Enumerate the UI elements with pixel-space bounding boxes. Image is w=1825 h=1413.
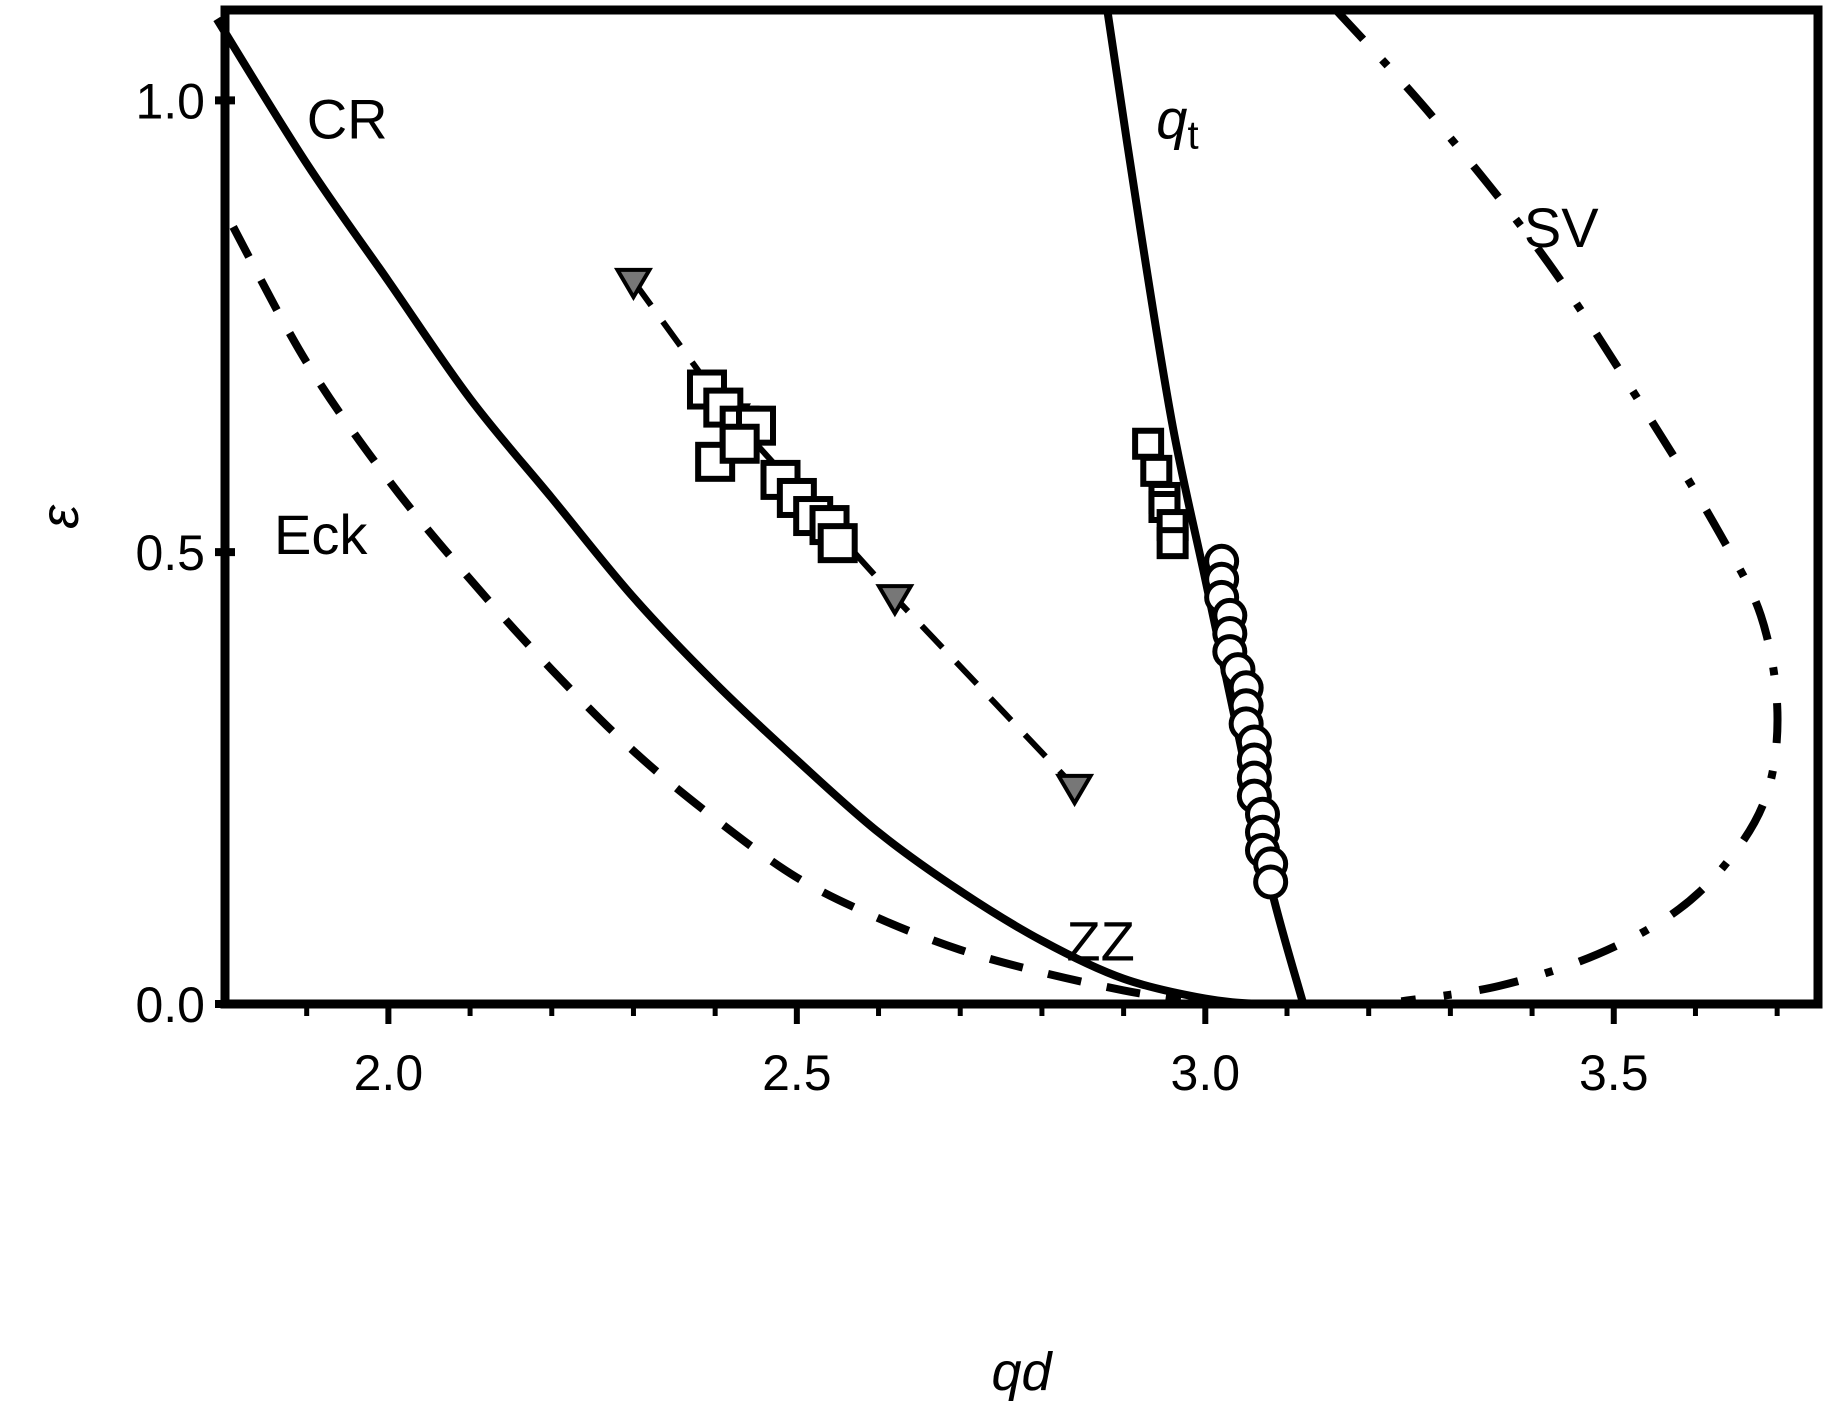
x-axis-title: qd — [991, 1342, 1053, 1402]
curve-label-1: Eck — [274, 503, 368, 566]
series-6-point-1 — [1140, 454, 1173, 487]
series-7-point-18 — [1253, 864, 1289, 900]
series-4-point-0 — [613, 267, 653, 302]
y-tick-label-2: 1.0 — [135, 73, 205, 129]
series-3-line — [1333, 7, 1782, 1006]
plot-frame — [220, 5, 1823, 1009]
labels-layer: 2.0 2.5 3.0 3.5 0.0 0.5 1.0 CR Eck ZZ SV qt — [135, 73, 1648, 1101]
curves-layer — [213, 7, 1782, 1009]
series-4-point-3 — [1055, 773, 1095, 808]
series-0-line — [213, 16, 1304, 1009]
x-tick-label-1: 2.5 — [762, 1045, 832, 1101]
series-4-point-2 — [875, 584, 915, 618]
series-6-point-0 — [1132, 427, 1165, 460]
x-tick-label-3: 3.5 — [1579, 1045, 1649, 1101]
series-6-point-5 — [1156, 527, 1189, 560]
series-5-point-8 — [817, 523, 858, 564]
y-tick-label-1: 0.5 — [135, 525, 205, 581]
curve-label-4: qt — [1156, 87, 1198, 157]
markers-layer — [613, 267, 1289, 900]
curve-label-2: ZZ — [1066, 910, 1134, 973]
y-axis-title: ε — [30, 504, 90, 529]
x-tick-label-2: 3.0 — [1171, 1045, 1241, 1101]
series-5-point-10 — [719, 423, 760, 464]
series-1-line — [229, 225, 1182, 1004]
curve-label-3: SV — [1524, 196, 1599, 259]
x-tick-label-0: 2.0 — [354, 1045, 424, 1101]
ticks-layer — [215, 96, 1780, 1024]
y-tick-label-0: 0.0 — [135, 977, 205, 1033]
curve-label-0: CR — [307, 87, 388, 150]
